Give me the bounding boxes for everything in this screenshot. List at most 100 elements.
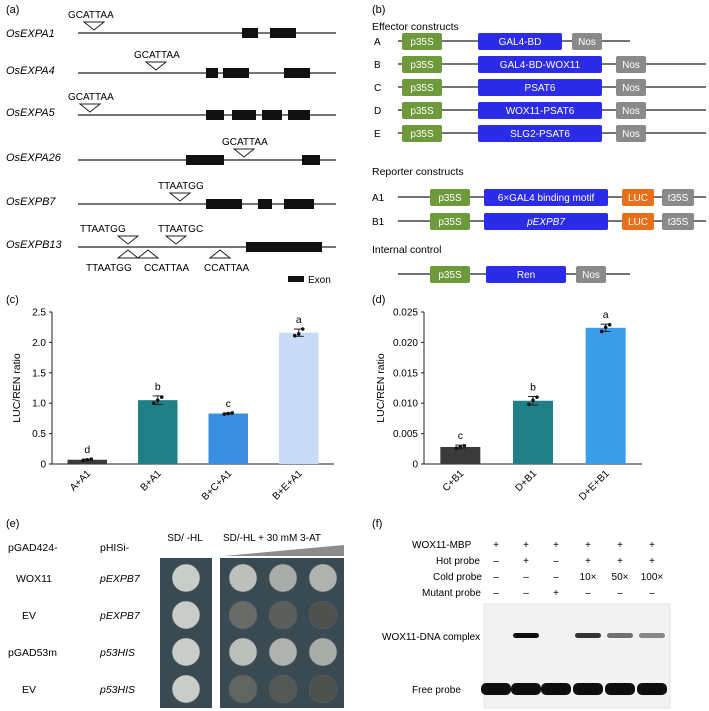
x-tick-label: C+B1 [441,468,467,494]
exon [186,155,224,165]
motif-label: CCATTAA [204,263,250,274]
box-label: GAL4-BD [499,37,542,48]
motif-label: GCATTAA [222,137,268,148]
data-point [89,457,94,461]
significance-letter: c [458,430,463,442]
bar [138,400,178,464]
data-point [155,398,160,402]
x-tick-label: B+E+A1 [271,468,305,502]
gradient-wedge [224,545,344,556]
lane-cell: – [493,556,499,567]
media1-label: SD/ -HL [167,533,203,544]
free-probe-label: Free probe [412,685,461,696]
y-tick-label: 0.010 [393,399,418,410]
lane-cell: + [553,540,559,551]
free-probe-band [605,683,635,695]
lane-cell: + [649,556,655,567]
complex-band [639,633,665,638]
box-label: Nos [578,37,596,48]
exon [262,110,282,120]
free-probe-band [541,683,571,695]
box-label: Nos [622,129,640,140]
construct-b1: B1 p35S pEXPB7 LUC t35S [372,213,706,230]
y-tick-label: 1.5 [32,368,46,379]
x-tick-label: D+B1 [513,468,539,494]
lane-cell: 100× [641,572,664,583]
row-bait: p53HIS [99,684,135,696]
construct-internal: p35S Ren Nos [398,266,630,283]
motif-triangle [164,235,188,245]
motif-label: GCATTAA [134,50,180,61]
y-tick-label: 2.0 [32,338,46,349]
terminator-box [572,33,602,50]
exon [232,110,256,120]
box-label: p35S [438,193,462,204]
panel-e-yeast: pGAD424- pHISi- SD/ -HL SD/-HL + 30 mM 3… [8,533,344,708]
free-probe-band [481,683,511,695]
motif-triangle-reverse [136,249,160,259]
yeast-spot [308,563,338,593]
yeast-spot [228,563,258,593]
row-ad: EV [22,684,36,696]
complex-band [513,633,539,638]
data-point [454,446,459,450]
significance-letter: a [296,314,302,326]
exon [206,199,242,209]
lane-cell: – [649,588,655,599]
x-tick-label: B+C+A1 [200,468,235,503]
chart-c: 0 0.5 1.0 1.5 2.0 2.5 LUC/REN ratio d A+A1 b B+A1 c… [11,308,334,503]
motif-triangle [78,103,102,113]
construct-id: C [374,83,381,94]
row-ad: WOX11 [16,573,52,585]
significance-letter: b [530,382,536,394]
box-label: p35S [410,83,434,94]
y-axis-label: LUC/REN ratio [11,353,23,423]
yeast-spot [171,674,201,704]
y-tick-label: 0.5 [32,429,46,440]
panel-d-label: (d) [372,294,385,306]
box-label: p35S [410,37,434,48]
construct-b: B p35S GAL4-BD-WOX11 Nos [374,56,706,73]
box-label: Ren [517,270,535,281]
lane-cell: – [523,588,529,599]
gene-box [478,33,562,50]
motif-triangle-reverse [116,249,140,259]
construct-c: C p35S PSAT6 Nos [374,79,706,96]
yeast-spot [308,674,338,704]
yeast-rows [171,563,338,704]
y-tick-label: 0 [412,460,418,471]
data-point [85,457,90,462]
x-tick-label: A+A1 [68,468,94,494]
construct-id: E [374,129,381,140]
lane-cell: 50× [612,572,629,583]
yeast-spot [268,674,298,704]
construct-d: D p35S WOX11-PSAT6 Nos [374,102,706,119]
yeast-spot [308,600,338,630]
lane-cell: + [523,540,529,551]
emsa-cells: + + + + + + – + – + + + – – – 10× 50× 100× – – + – – – [493,540,663,599]
construct-id: B1 [372,217,385,228]
data-point [462,443,467,448]
internal-title: Internal control [372,244,441,256]
significance-letter: a [603,309,609,321]
motif-triangle [168,192,192,202]
exon [284,68,310,78]
yeast-spot [268,563,298,593]
lane-cell: – [553,572,559,583]
x-tick-label: D+E+B1 [577,468,612,503]
bar [513,400,553,464]
data-point [531,398,535,402]
free-probe-band [637,683,667,695]
effector-title: Effector constructs [372,21,459,33]
lane-cell: + [493,540,499,551]
lane-cell: – [523,572,529,583]
bar [208,413,248,464]
data-point [226,411,231,416]
y-tick-label: 0.005 [393,429,418,440]
exon [206,110,224,120]
exon [284,199,314,209]
x-tick-label: B+A1 [139,468,165,494]
box-label: t35S [668,217,689,228]
motif-triangle [144,61,168,71]
